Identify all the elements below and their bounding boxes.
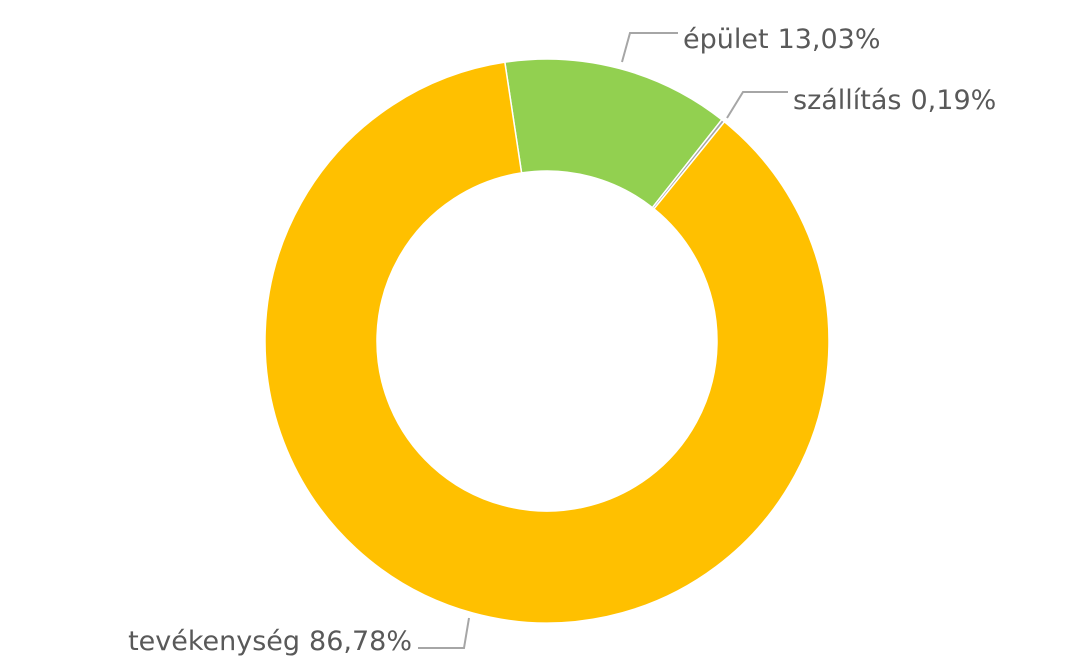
data-label: szállítás 0,19%	[793, 85, 996, 116]
category-label: tevékenység	[128, 626, 300, 657]
leader-line	[621, 32, 678, 63]
value-label: 86,78%	[309, 626, 412, 657]
slice	[264, 61, 830, 624]
data-label: épület 13,03%	[683, 24, 881, 55]
value-label: 0,19%	[911, 85, 997, 116]
category-label: épület	[683, 24, 769, 55]
data-label: tevékenység 86,78%	[128, 626, 412, 657]
category-label: szállítás	[793, 85, 902, 116]
leader-line	[726, 91, 788, 119]
value-label: 13,03%	[778, 24, 881, 55]
leader-line	[418, 617, 470, 649]
